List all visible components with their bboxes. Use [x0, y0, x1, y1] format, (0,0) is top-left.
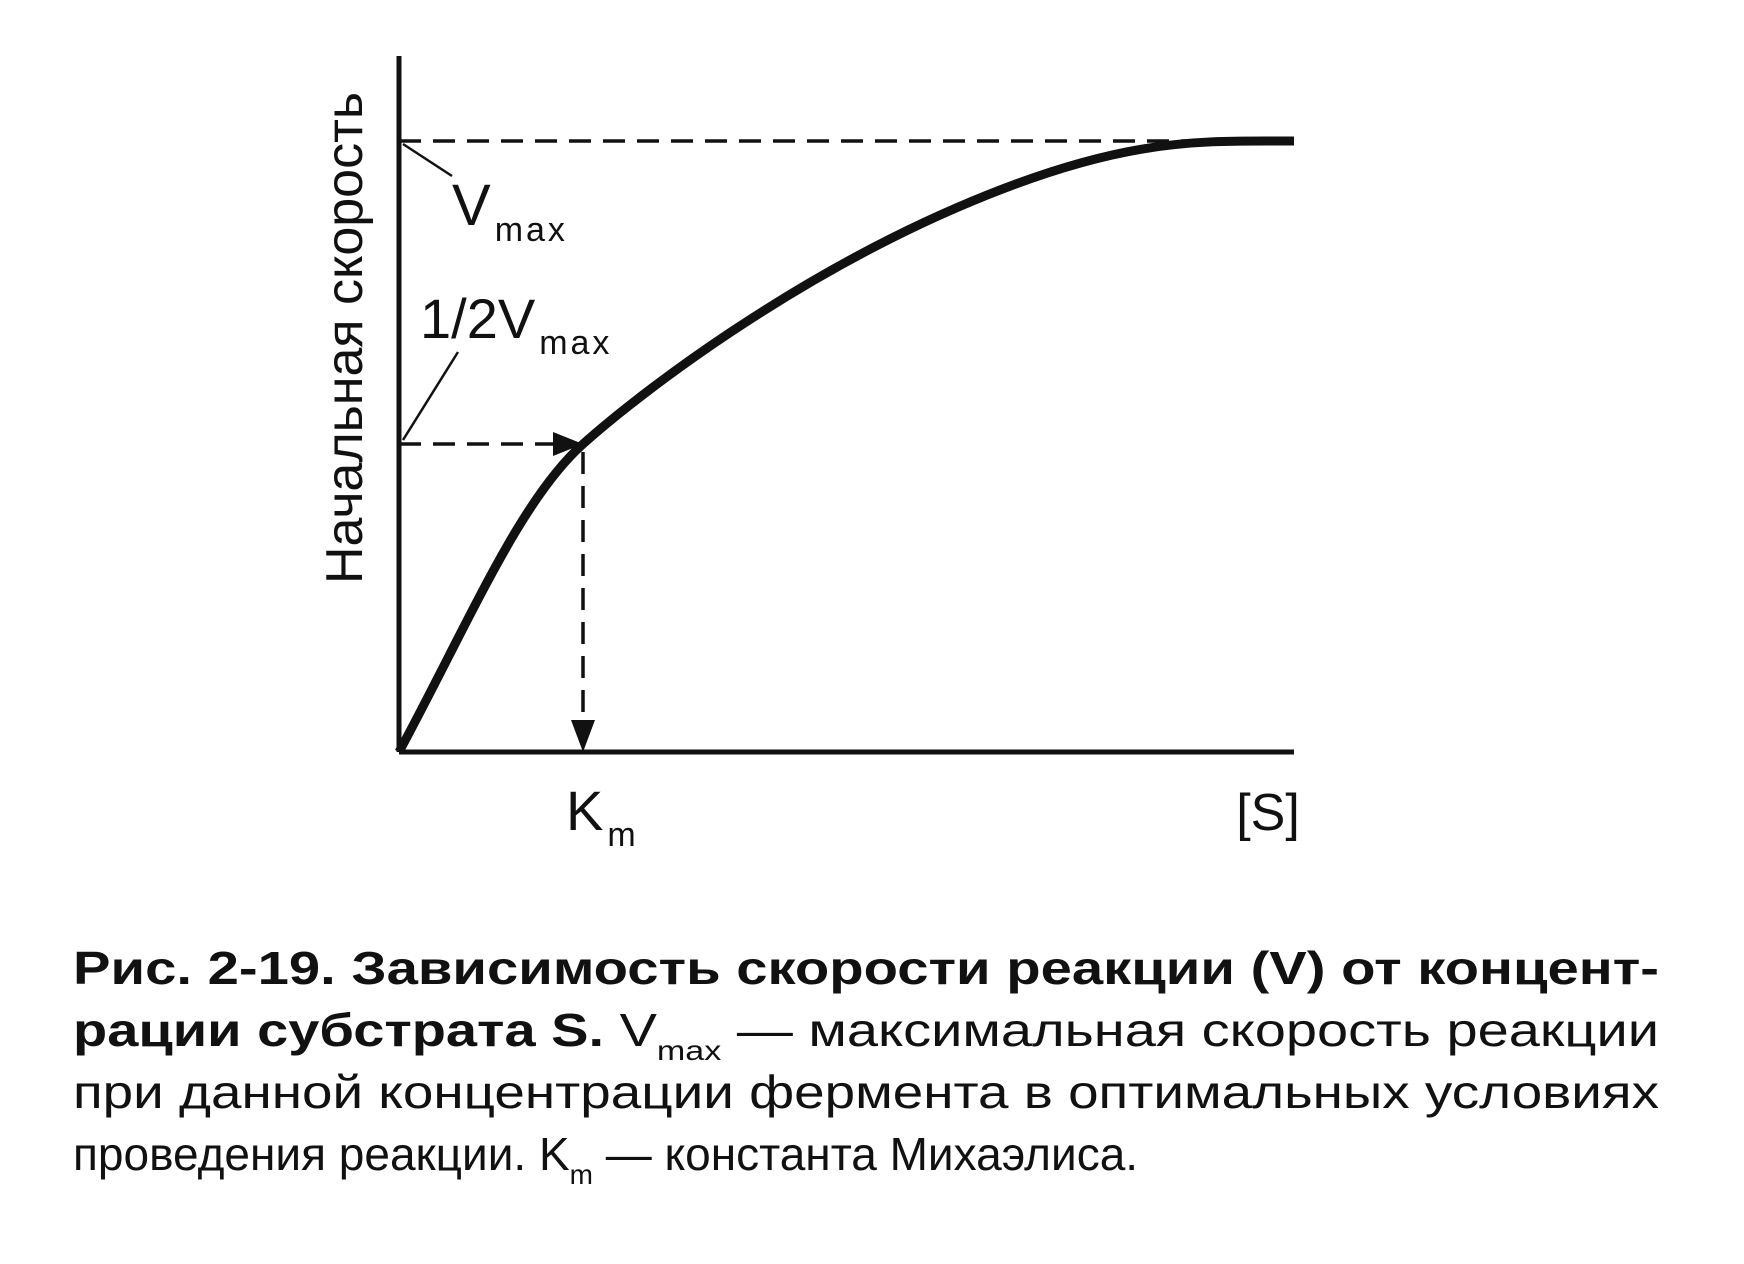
label-sub: max [495, 211, 568, 249]
label-main: K [566, 779, 603, 842]
pointer [402, 142, 453, 178]
caption-line: при данной концентрации фермента в оптим… [73, 1066, 1659, 1118]
label-main: 1/2V [420, 287, 536, 350]
label-sub: max [539, 324, 612, 362]
caption-text: — константа Михаэлиса. [593, 1128, 1138, 1180]
arrowhead [571, 720, 595, 752]
caption-line: проведения реакции. Km — константа Михаэ… [73, 1128, 1138, 1190]
y-axis-label: Начальная скорость [316, 92, 374, 584]
caption-line: Рис. 2-19. Зависимость скорости реакции … [73, 942, 1659, 994]
label-main: V [452, 173, 491, 238]
caption-text: проведения реакции. K [73, 1128, 570, 1180]
caption-text: m [570, 1159, 593, 1190]
arrowhead [553, 432, 583, 456]
caption-text: Рис. 2-19. Зависимость скорости реакции … [73, 942, 1659, 994]
caption-text: — максимальная скорость реакции [721, 1004, 1659, 1056]
caption-text: рации субстрата S. [73, 1004, 620, 1056]
saturation-curve [395, 136, 1295, 755]
half-vmax-label: 1/2V max [420, 287, 612, 362]
label-sub: m [607, 816, 638, 854]
pointer [401, 351, 460, 441]
caption: Рис. 2-19. Зависимость скорости реакции … [73, 942, 1659, 1190]
caption-text: max [657, 1035, 721, 1066]
x-axis-label: [S] [1236, 784, 1300, 842]
caption-text: при данной концентрации фермента в оптим… [73, 1066, 1659, 1118]
caption-text: V [620, 1004, 658, 1056]
